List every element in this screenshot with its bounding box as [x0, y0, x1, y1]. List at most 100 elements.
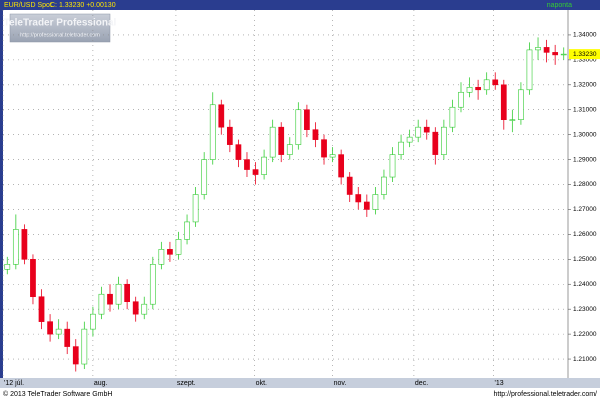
candle-body — [338, 154, 345, 178]
candle-body — [90, 313, 96, 330]
y-tick-label: 1.32000 — [573, 82, 597, 89]
candle-body — [201, 159, 208, 195]
candle-body — [389, 154, 396, 178]
candle-body — [406, 136, 413, 143]
candle-body — [415, 126, 422, 138]
candle-body — [372, 194, 379, 210]
copyright: © 2013 TeleTrader Software GmbH — [3, 390, 112, 398]
x-tick-label: okt. — [256, 380, 267, 387]
candle-body — [346, 176, 353, 195]
candle-body — [278, 126, 285, 155]
y-tick-label: 1.26000 — [573, 231, 597, 238]
candle-body — [526, 49, 533, 91]
x-tick-label: aug. — [94, 380, 108, 387]
y-tick-label: 1.27000 — [573, 206, 597, 213]
last-price-label: 1.33230 — [573, 51, 597, 58]
candle-body — [4, 264, 11, 270]
candle-body — [509, 119, 516, 121]
candle-body — [466, 86, 473, 93]
candle-body — [432, 131, 439, 155]
candle-body — [98, 293, 105, 315]
candle-body — [261, 156, 267, 175]
y-tick-label: 1.21000 — [573, 356, 597, 363]
candle-body — [500, 84, 507, 121]
y-tick-label: 1.24000 — [573, 281, 597, 288]
candle-body — [329, 154, 336, 158]
candle-body — [483, 79, 490, 91]
x-axis-band — [0, 378, 600, 388]
candle-body — [286, 144, 293, 155]
candle-body — [269, 126, 276, 158]
candle-body — [560, 53, 567, 56]
candle-body — [518, 89, 524, 121]
y-tick-label: 1.29000 — [573, 156, 597, 163]
candle-body — [124, 283, 130, 303]
candle-body — [235, 144, 242, 160]
instrument: EUR/USD Spot — [4, 2, 52, 9]
candle-body — [141, 303, 148, 315]
y-axis-area — [568, 10, 600, 378]
candle-body — [167, 249, 173, 255]
candle-body — [252, 169, 259, 175]
candle-body — [184, 221, 190, 240]
y-tick-label: 1.30000 — [573, 131, 597, 138]
y-tick-label: 1.33000 — [573, 57, 597, 64]
candle-body — [304, 109, 310, 130]
candle-body — [30, 259, 36, 298]
candle-body — [475, 86, 481, 91]
last-price-box — [569, 49, 600, 60]
candle-body — [441, 126, 447, 155]
candle-body — [492, 79, 499, 86]
candle-body — [449, 106, 456, 128]
candle-body — [458, 91, 464, 108]
x-tick-label: nov. — [334, 380, 347, 387]
candle-body — [552, 52, 559, 56]
candle-body — [55, 328, 62, 335]
candle-body — [132, 301, 139, 315]
candle-body — [423, 126, 430, 133]
y-tick-label: 1.25000 — [573, 256, 597, 263]
x-tick-label: '13 — [495, 380, 504, 387]
candle-body — [321, 139, 327, 158]
y-tick-label: 1.28000 — [573, 181, 597, 188]
candle-body — [192, 194, 199, 223]
candle-body — [543, 47, 550, 53]
candle-body — [218, 104, 225, 128]
y-tick-label: 1.22000 — [573, 331, 597, 338]
plot-area — [3, 10, 568, 378]
candle-body — [21, 229, 28, 260]
candle-body — [158, 249, 165, 265]
candle-body — [295, 109, 302, 145]
candle-body — [312, 129, 319, 140]
candle-body — [535, 47, 541, 51]
x-tick-label: szept. — [177, 380, 196, 387]
y-tick-label: 1.23000 — [573, 306, 597, 313]
footer-url: http://professional.teletrader.com/ — [494, 391, 598, 398]
logo-title: TeleTrader Professional — [4, 18, 117, 29]
candle-body — [12, 229, 19, 265]
interval: naponta — [547, 2, 572, 9]
candle-body — [107, 293, 113, 305]
x-tick-label: dec. — [415, 380, 428, 387]
candle-body — [226, 126, 233, 145]
candle-body — [355, 194, 362, 203]
logo-box — [9, 13, 111, 43]
candle-body — [81, 328, 88, 365]
candle-body — [149, 264, 156, 305]
x-tick-label: '12 júl. — [4, 380, 24, 387]
candle-body — [47, 321, 53, 335]
quote: C: 1.33230 +0.00130 — [50, 2, 116, 9]
y-tick-label: 1.34000 — [573, 32, 597, 39]
candle-body — [64, 328, 71, 347]
candle-body — [209, 104, 216, 160]
candle-body — [115, 283, 122, 305]
logo-url: http://professional.teletrader.com — [20, 32, 100, 38]
candle-body — [72, 346, 79, 365]
footer-band — [0, 388, 600, 400]
candle-body — [363, 201, 370, 210]
candle-body — [175, 239, 182, 255]
candle-body — [244, 159, 250, 170]
y-tick-label: 1.31000 — [573, 106, 597, 113]
candle-body — [38, 296, 45, 322]
